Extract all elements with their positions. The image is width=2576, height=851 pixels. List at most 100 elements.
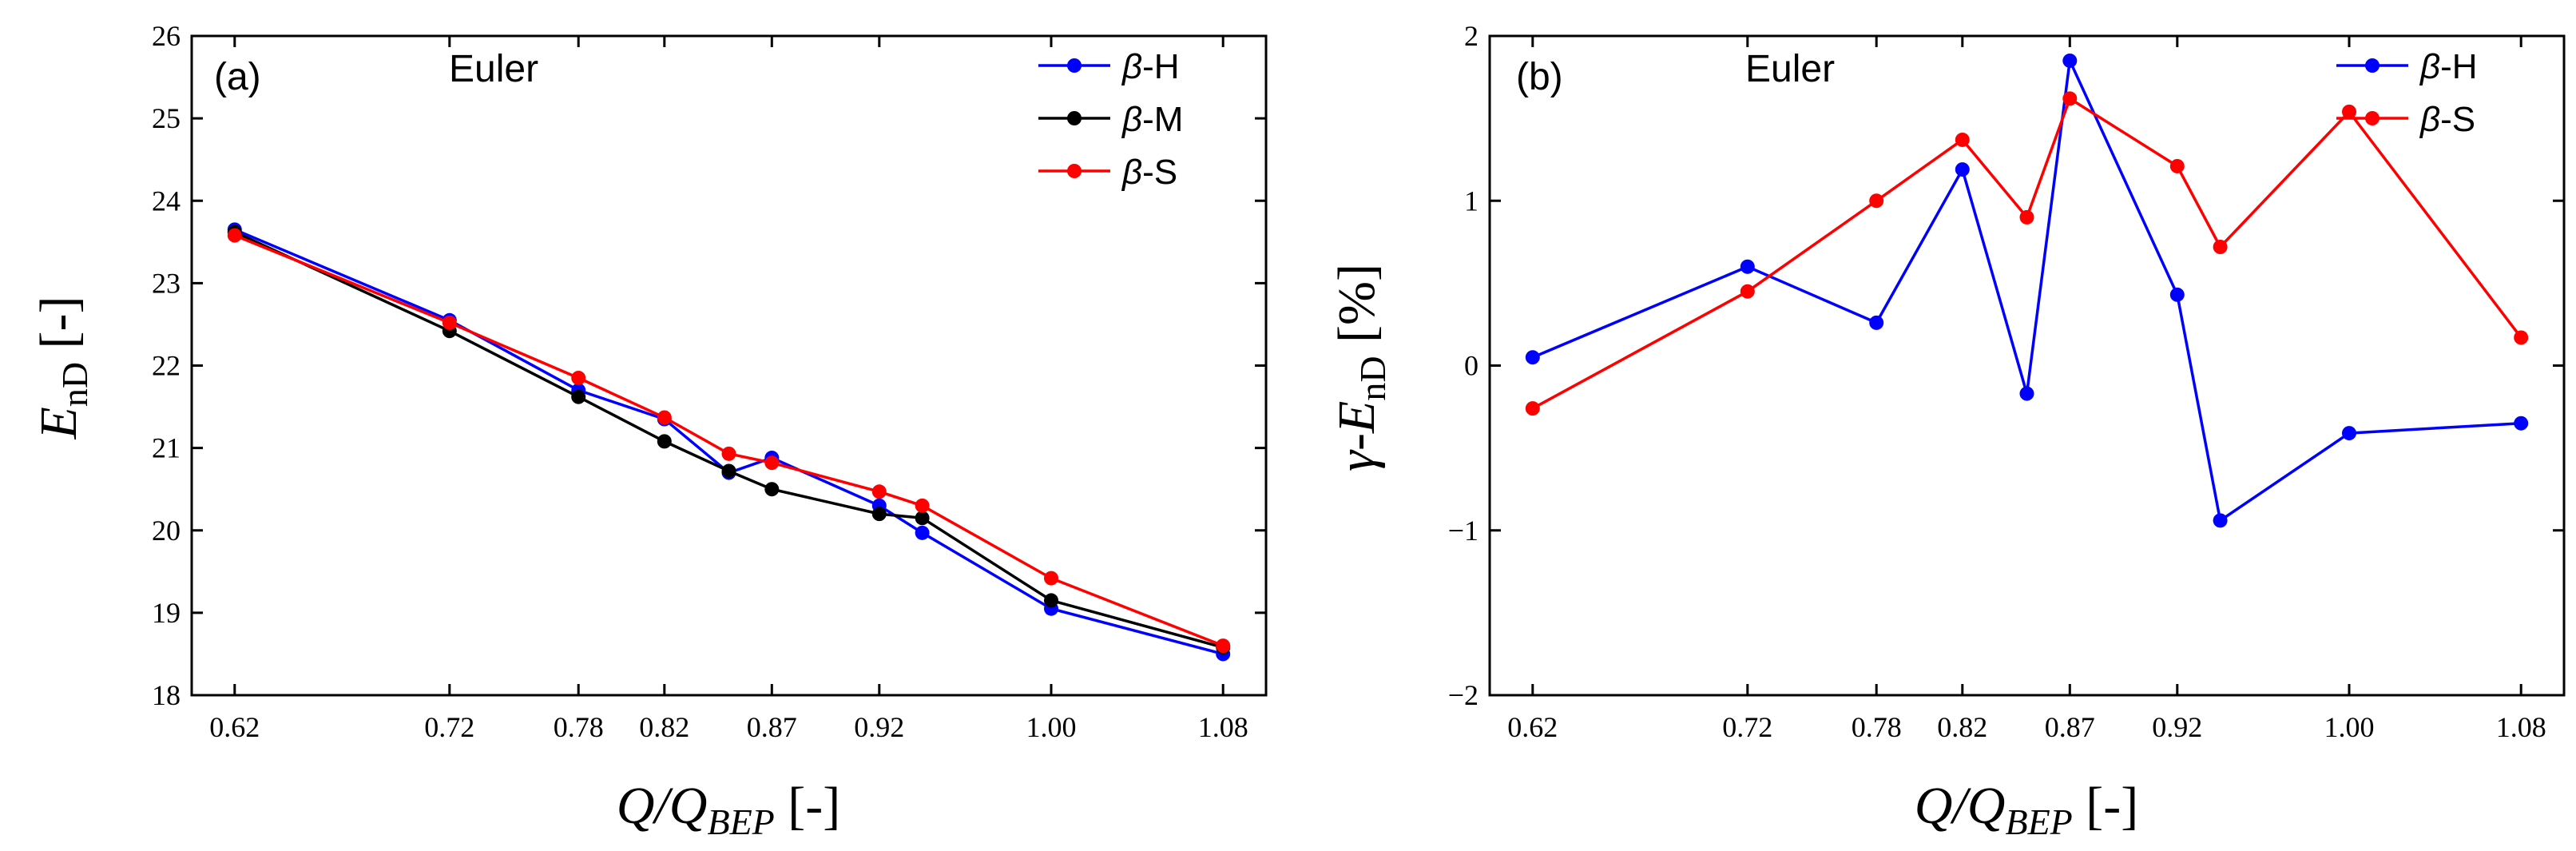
series-line-a <box>234 233 1224 647</box>
x-title-sub-b: BEP <box>2005 801 2072 842</box>
series-line-a <box>234 230 1224 649</box>
y-title-main-a: E <box>30 407 88 439</box>
data-point-b <box>1869 193 1884 209</box>
x-tick-label: 0.82 <box>1937 711 1987 743</box>
y-tick-label: 0 <box>1464 350 1479 382</box>
y-ticks-b: −2 −1 0 1 2 <box>1448 20 2564 711</box>
x-axis-title-a: Q/QBEP [-] <box>617 777 840 842</box>
y-tick-label: 24 <box>152 185 181 217</box>
x-tick-label: 0.62 <box>209 711 260 743</box>
x-tick-label: 0.92 <box>2152 711 2202 743</box>
x-tick-label: 0.78 <box>554 711 604 743</box>
y-tick-label: −2 <box>1448 679 1479 711</box>
data-point-a <box>657 410 672 425</box>
panel-label-b: (b) <box>1516 56 1563 98</box>
data-point-b <box>2169 287 2185 302</box>
data-point-b <box>2514 416 2529 431</box>
y-tick-label: 23 <box>152 267 181 299</box>
data-point-a <box>764 482 780 497</box>
data-point-a <box>915 498 930 513</box>
data-point-b <box>2213 240 2228 254</box>
x-tick-label: 0.78 <box>1852 711 1902 743</box>
y-title-sub-a: nD <box>54 362 95 407</box>
legend-label: β-S <box>2419 100 2475 139</box>
y-tick-label: 18 <box>152 679 181 711</box>
series-line-b <box>1531 96 2522 410</box>
y-axis-title-b: γ-EnD [%] <box>1328 264 1393 471</box>
legend-marker <box>2365 111 2380 125</box>
x-title-sub-a: BEP <box>707 801 774 842</box>
legend-label: β-H <box>1121 47 1180 86</box>
x-title-unit-b: [-] <box>2073 777 2138 835</box>
data-point-a <box>721 446 736 461</box>
y-tick-label: 25 <box>152 102 181 134</box>
y-axis-title-a: EnD [-] <box>30 296 95 440</box>
data-point-a <box>871 507 887 522</box>
data-point-b <box>1955 132 1970 147</box>
data-point-b <box>1525 401 1540 416</box>
y-title-unit-a: [-] <box>30 296 88 362</box>
data-point-b <box>2213 513 2228 528</box>
legend-b: β-H β-S <box>2336 47 2478 139</box>
legend-marker <box>1067 111 1082 125</box>
data-point-b <box>2019 386 2034 401</box>
data-point-b <box>2169 158 2185 173</box>
plot-frame-b <box>1488 34 2566 697</box>
legend-label: β-M <box>1121 100 1183 139</box>
legend-marker <box>1067 164 1082 178</box>
y-tick-label: 1 <box>1464 185 1479 217</box>
x-tick-label: 0.87 <box>2045 711 2095 743</box>
x-tick-label: 0.82 <box>639 711 689 743</box>
x-title-unit-a: [-] <box>775 777 840 835</box>
data-point-a <box>1044 593 1058 608</box>
data-point-a <box>1044 571 1058 586</box>
model-label-b: Euler <box>1745 48 1835 90</box>
x-tick-label: 1.00 <box>2324 711 2375 743</box>
data-point-b <box>1869 315 1884 330</box>
x-ticks-a: 0.62 0.72 0.78 0.82 0.87 0.92 1.00 1.08 <box>209 36 1248 743</box>
data-point-a <box>764 455 780 471</box>
x-tick-label: 0.62 <box>1507 711 1558 743</box>
data-point-b <box>2062 91 2078 106</box>
y-ticks-a: 18 19 20 21 22 23 24 25 26 <box>152 20 1266 711</box>
x-axis-title-b: Q/QBEP [-] <box>1915 777 2138 842</box>
data-point-b <box>1525 350 1540 365</box>
legend-label: β-S <box>1121 153 1177 192</box>
data-point-a <box>721 463 736 479</box>
data-point-b <box>2342 104 2356 119</box>
x-tick-label: 0.87 <box>747 711 797 743</box>
y-tick-label: 20 <box>152 515 181 547</box>
series-line-b <box>1532 55 2522 523</box>
legend-marker <box>1067 58 1082 73</box>
data-point-b <box>2019 209 2034 225</box>
x-ticks-b: 0.62 0.72 0.78 0.82 0.87 0.92 1.00 1.08 <box>1507 36 2546 743</box>
y-tick-label: 26 <box>152 20 181 52</box>
x-tick-label: 0.92 <box>854 711 904 743</box>
y-title-sub-b: nD <box>1352 356 1393 400</box>
y-tick-label: −1 <box>1448 515 1479 547</box>
data-point-b <box>1740 259 1755 274</box>
data-point-a <box>227 228 242 243</box>
data-point-b <box>2342 426 2356 441</box>
x-tick-label: 1.08 <box>1198 711 1248 743</box>
data-point-b <box>1955 162 1970 177</box>
legend-a: β-H β-M β-S <box>1038 47 1183 192</box>
x-title-main-b: Q/Q <box>1915 777 2006 835</box>
series-line-a <box>234 228 1224 656</box>
y-title-unit-b: [%] <box>1328 264 1386 356</box>
x-tick-label: 0.72 <box>424 711 474 743</box>
panel-label-a: (a) <box>214 56 261 98</box>
data-point-a <box>442 315 457 330</box>
y-tick-label: 19 <box>152 597 181 629</box>
data-point-b <box>1740 284 1755 299</box>
legend-marker <box>2365 58 2380 73</box>
x-tick-label: 0.72 <box>1722 711 1772 743</box>
data-point-b <box>2062 53 2078 68</box>
data-point-a <box>571 370 586 385</box>
data-point-a <box>915 525 930 540</box>
model-label-a: Euler <box>449 48 538 90</box>
series-group-a <box>227 222 1231 662</box>
data-point-b <box>2514 330 2529 345</box>
plot-frame-a <box>190 34 1268 697</box>
